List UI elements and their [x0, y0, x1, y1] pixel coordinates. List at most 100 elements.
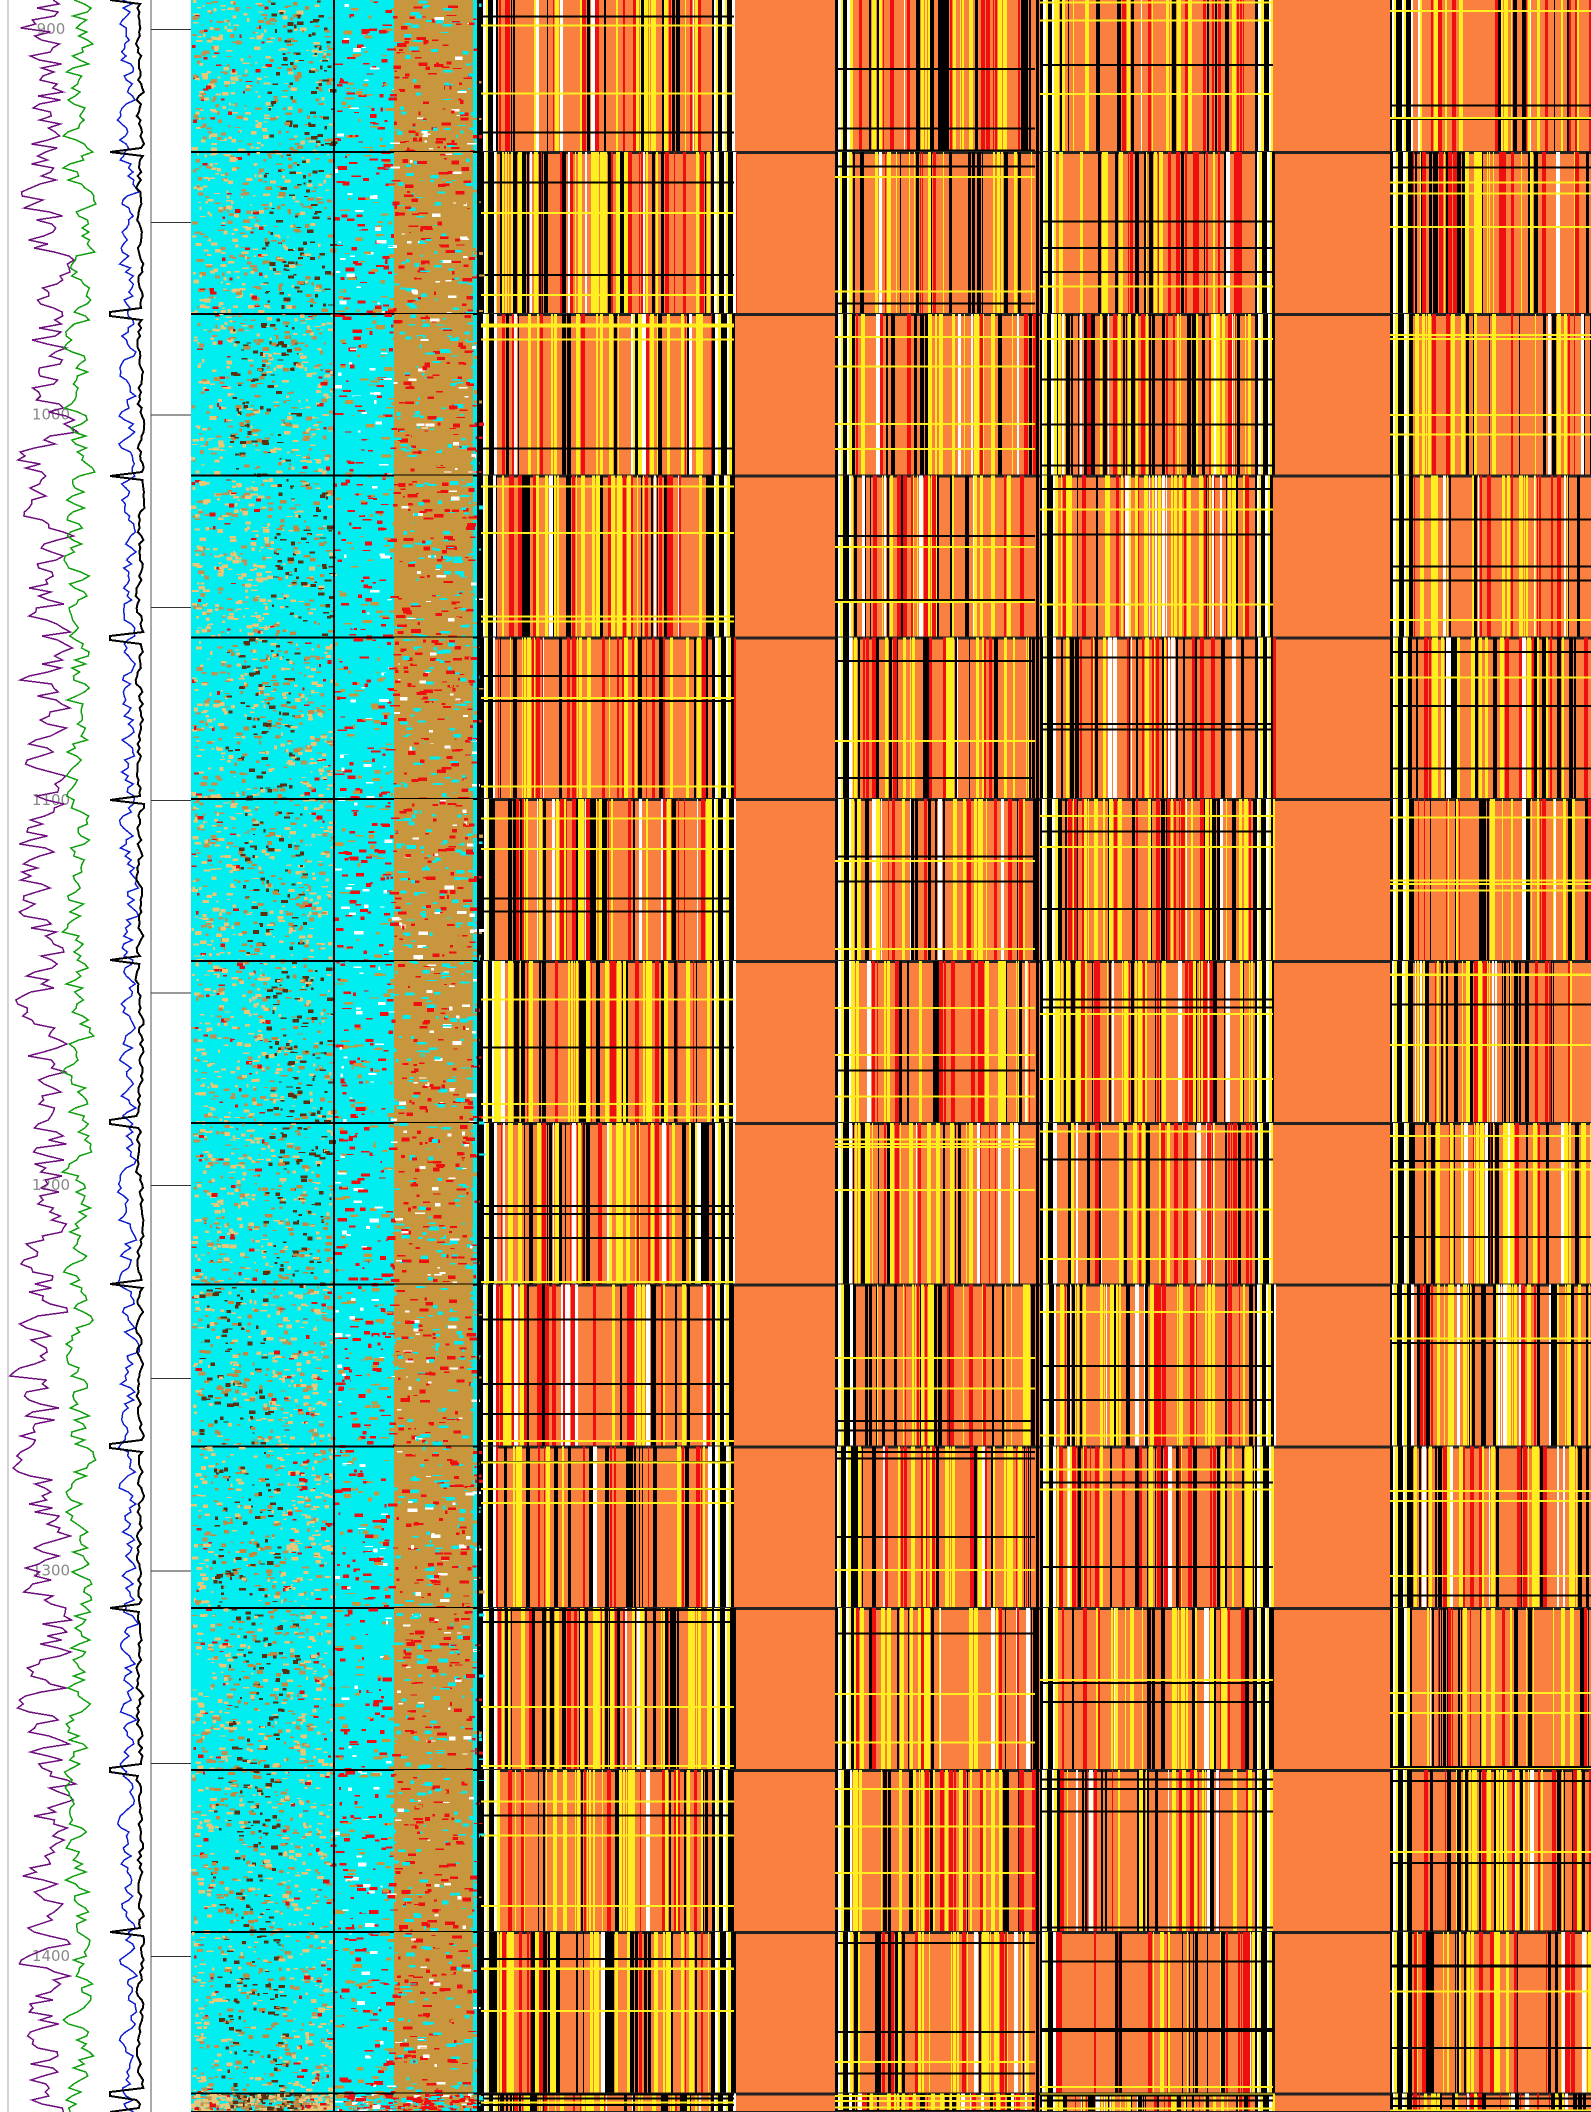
image-pixel — [207, 9, 211, 13]
wiggle-stripe — [1077, 799, 1078, 961]
wiggle-stripe — [1565, 475, 1566, 638]
image-pixel — [385, 258, 388, 262]
image-pixel — [427, 226, 432, 229]
image-pixel — [258, 174, 263, 178]
wiggle-stripe — [851, 2093, 855, 2112]
streak — [481, 1957, 734, 1960]
wiggle-stripe — [1095, 1446, 1099, 1609]
wiggle-stripe — [514, 313, 517, 476]
edge-stripe — [1399, 1284, 1402, 1447]
edge-stripe — [494, 1770, 497, 1932]
wiggle-stripe — [1588, 1608, 1589, 1770]
edge-stripe — [728, 637, 731, 800]
image-pixel — [204, 154, 207, 158]
wiggle-stripe — [1011, 2093, 1014, 2112]
wiggle-stripe — [1028, 637, 1029, 800]
wiggle-stripe — [505, 1608, 508, 1770]
wiggle-stripe — [1440, 2093, 1442, 2112]
wiggle-stripe — [643, 152, 645, 314]
image-pixel — [259, 370, 264, 372]
image-pixel — [232, 288, 240, 292]
image-pixel — [330, 108, 335, 111]
image-pixel — [219, 406, 222, 410]
edge-stripe — [1393, 637, 1395, 800]
edge-stripe — [1053, 2093, 1055, 2112]
wiggle-stripe — [1221, 1608, 1225, 1770]
streak — [1040, 92, 1273, 95]
wiggle-stripe — [1152, 637, 1154, 800]
image-pixel — [447, 142, 457, 146]
wiggle-stripe — [1573, 1770, 1577, 1932]
image-pixel — [398, 109, 407, 114]
edge-stripe — [1401, 313, 1404, 476]
wiggle-stripe — [546, 1446, 550, 1609]
image-pixel — [337, 138, 342, 142]
wiggle-stripe — [991, 313, 995, 476]
wiggle-stripe — [678, 475, 679, 638]
image-pixel — [354, 262, 363, 266]
image-pixel — [434, 251, 437, 254]
image-pixel — [211, 142, 217, 145]
wiggle-stripe — [895, 961, 899, 1123]
edge-stripe — [1394, 1284, 1397, 1447]
wiggle-stripe — [565, 1122, 566, 1285]
wiggle-stripe — [1248, 1770, 1252, 1932]
image-pixel — [254, 223, 258, 227]
wiggle-stripe — [674, 1770, 676, 1932]
wiggle-stripe — [1454, 961, 1458, 1123]
wiggle-stripe — [555, 1608, 559, 1770]
wiggle-stripe — [1100, 313, 1102, 476]
image-pixel — [261, 127, 267, 132]
wiggle-stripe — [1195, 1931, 1198, 2094]
image-pixel — [256, 342, 261, 345]
streak — [1040, 728, 1273, 731]
wiggle-stripe — [1249, 1931, 1250, 2094]
wiggle-stripe — [1240, 961, 1243, 1123]
wiggle-stripe — [595, 0, 599, 152]
wiggle-stripe — [1177, 313, 1179, 476]
wiggle-stripe — [856, 1770, 858, 1932]
image-pixel — [348, 82, 354, 86]
image-pixel — [203, 185, 208, 188]
streak — [1040, 1208, 1273, 1211]
image-pixel — [322, 303, 327, 307]
edge-stripe — [1054, 152, 1056, 314]
wiggle-stripe — [921, 0, 924, 152]
wiggle-stripe — [993, 152, 995, 314]
wiggle-stripe — [661, 152, 664, 314]
wiggle-stripe — [1156, 799, 1160, 961]
image-pixel — [231, 167, 237, 171]
wiggle-stripe — [1087, 1770, 1088, 1932]
wiggle-stripe — [1512, 1284, 1513, 1447]
wiggle-stripe — [933, 961, 936, 1123]
wiggle-stripe — [927, 2093, 928, 2112]
image-pixel — [440, 154, 446, 156]
image-pixel — [398, 48, 403, 51]
wiggle-stripe — [1221, 1446, 1225, 1609]
wiggle-stripe — [1195, 1608, 1197, 1770]
image-pixel — [251, 380, 255, 383]
wiggle-stripe — [627, 1931, 630, 2094]
image-pixel — [255, 107, 262, 111]
image-pixel — [421, 260, 430, 265]
image-pixel — [420, 226, 430, 230]
image-pixel — [258, 254, 264, 257]
image-pixel — [442, 98, 452, 101]
edge-stripe — [1048, 152, 1050, 314]
edge-stripe — [721, 799, 723, 961]
edge-stripe — [726, 1770, 728, 1932]
wiggle-stripe — [1524, 475, 1525, 638]
wiggle-stripe — [659, 475, 662, 638]
wiggle-stripe — [1444, 152, 1445, 314]
image-pixel — [273, 150, 279, 152]
wiggle-stripe — [1234, 152, 1238, 314]
wiggle-stripe — [623, 961, 626, 1123]
streak — [1390, 2046, 1591, 2049]
wiggle-stripe — [572, 1122, 576, 1285]
image-pixel — [327, 430, 335, 432]
wiggle-stripe — [859, 637, 860, 800]
wiggle-stripe — [527, 475, 530, 638]
image-pixel — [226, 190, 229, 194]
wiggle-stripe — [1443, 1446, 1447, 1609]
wiggle-stripe — [1250, 1931, 1251, 2094]
